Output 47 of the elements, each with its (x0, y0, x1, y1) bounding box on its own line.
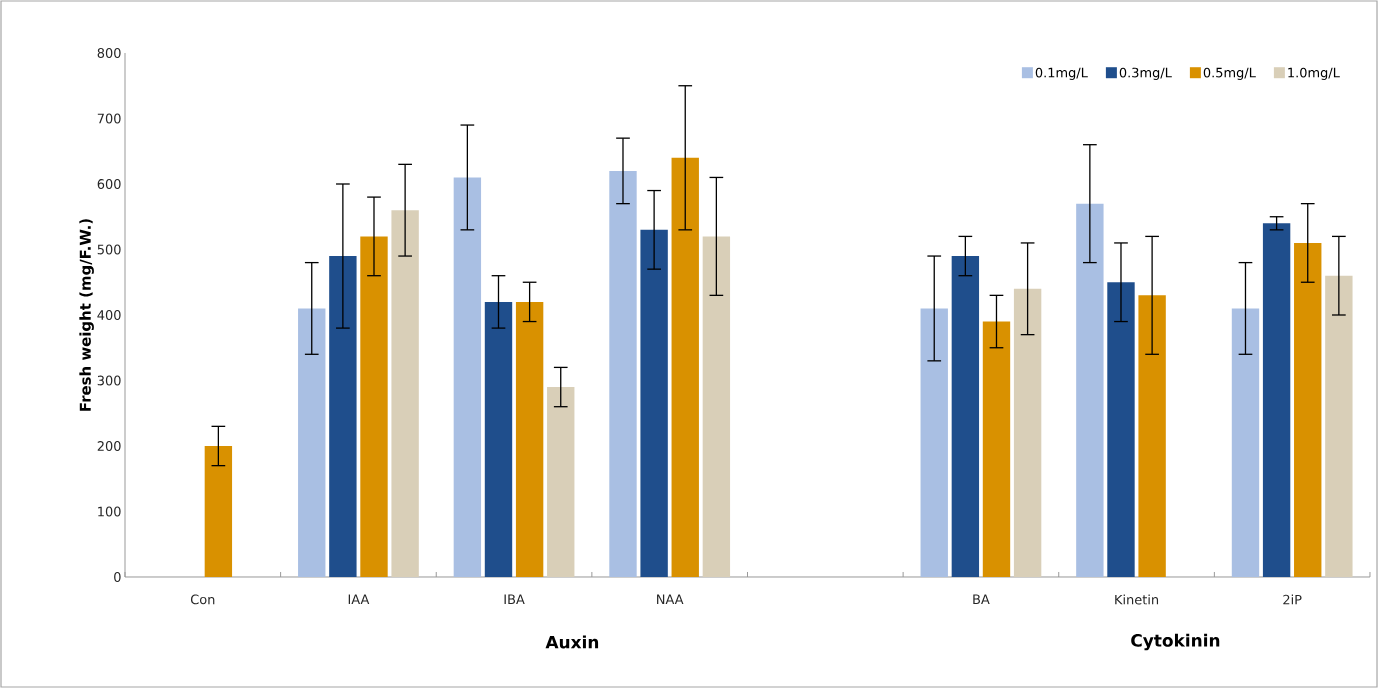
y-tick-label: 500 (97, 244, 121, 255)
x-tick-label: Con (190, 594, 215, 605)
y-tick-label: 800 (97, 48, 121, 58)
y-tick-label: 0 (114, 572, 121, 582)
legend-label: 0.5mg/L (1203, 67, 1256, 80)
bar (951, 256, 980, 577)
bar (1231, 308, 1260, 577)
y-axis-title: Fresh weight (mg/F.W.) (79, 219, 94, 411)
x-tick-label: IBA (504, 594, 525, 604)
bar (484, 301, 513, 577)
bar (1013, 288, 1042, 577)
bar (453, 177, 482, 577)
bar (391, 210, 419, 577)
text: Cytokinin (1131, 633, 1220, 651)
text: Auxin (545, 635, 599, 649)
x-tick-label: IAA (348, 594, 370, 604)
y-tick-label: 700 (97, 113, 121, 124)
bar (609, 170, 637, 577)
x-tick-label: NAA (657, 594, 684, 604)
y-tick-label: 100 (98, 506, 121, 517)
x-tick-label: Kinetin (1115, 594, 1159, 605)
bar (702, 236, 731, 577)
y-tick-label: 300 (97, 375, 121, 386)
bar (547, 387, 575, 577)
bar (515, 301, 544, 577)
bar (1138, 295, 1166, 577)
bar (1294, 242, 1322, 577)
y-tick-label: 600 (97, 179, 121, 189)
x-tick-label: 2iP (1283, 594, 1302, 605)
bar (204, 446, 233, 577)
bar (671, 157, 699, 577)
bar (298, 308, 326, 577)
x-tick-label: BA (973, 594, 990, 604)
legend-label: 1.0mg/L (1288, 67, 1340, 80)
y-tick-label: 400 (97, 310, 121, 320)
bar (360, 236, 388, 577)
legend-label: 0.3mg/L (1119, 67, 1172, 80)
y-tick-label: 200 (97, 441, 121, 451)
bar (982, 321, 1011, 577)
bar (920, 308, 948, 577)
bar (1107, 282, 1135, 577)
legend-label: 0.1mg/L (1035, 67, 1088, 80)
bar (1076, 203, 1104, 577)
bar (329, 256, 357, 577)
bar (1325, 275, 1353, 577)
bar (640, 229, 668, 577)
bar (1262, 223, 1291, 577)
